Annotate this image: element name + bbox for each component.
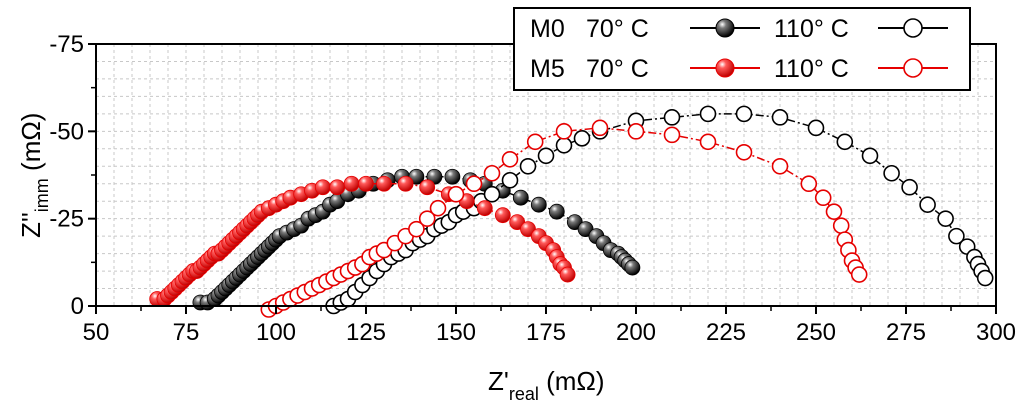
series-layer <box>149 105 994 318</box>
data-point <box>483 164 501 182</box>
x-tick-label: 175 <box>526 319 566 346</box>
data-point <box>501 171 519 189</box>
data-point <box>555 123 573 140</box>
data-point <box>836 133 854 151</box>
legend-row1-entry2: 110° C <box>774 15 849 43</box>
data-point <box>494 207 511 224</box>
y-tick-label: -50 <box>49 118 84 145</box>
data-point <box>663 126 681 144</box>
data-point <box>850 266 868 283</box>
data-point <box>771 157 789 175</box>
data-point <box>624 259 641 276</box>
legend-row2-marker1 <box>715 58 735 78</box>
x-tick-label: 150 <box>436 319 476 346</box>
x-tick-label: 100 <box>256 319 296 346</box>
data-point <box>814 189 832 207</box>
x-tick-label: 200 <box>616 319 656 346</box>
legend-box <box>513 7 971 91</box>
data-point <box>901 178 918 196</box>
data-point <box>418 210 436 227</box>
data-point <box>699 105 717 123</box>
y-tick-label: -25 <box>49 206 84 233</box>
data-point <box>465 175 483 193</box>
data-point <box>832 217 850 234</box>
series-3 <box>260 119 868 318</box>
legend-row2-marker2 <box>903 58 923 78</box>
data-point <box>825 203 843 220</box>
data-point <box>699 133 717 151</box>
data-point <box>663 109 681 126</box>
data-point <box>591 119 609 137</box>
data-point <box>530 196 547 213</box>
legend-row1-label: M0 <box>530 15 565 43</box>
legend-row2-entry2: 110° C <box>774 55 849 83</box>
legend-row1-marker1 <box>715 18 735 38</box>
data-point <box>314 179 331 196</box>
x-tick-label: 75 <box>173 319 200 346</box>
data-point <box>800 175 818 193</box>
x-axis-title: Z'real (mΩ) <box>488 366 605 404</box>
data-point <box>537 147 555 165</box>
data-point <box>483 185 501 203</box>
y-tick-label: 0 <box>71 293 84 320</box>
data-point <box>937 210 954 227</box>
data-point <box>807 119 825 137</box>
x-tick-label: 225 <box>706 319 746 346</box>
data-point <box>627 123 645 140</box>
y-axis-title: Z''imm (mΩ) <box>16 113 52 238</box>
data-point <box>548 203 565 220</box>
data-point <box>735 105 753 123</box>
data-point <box>526 133 544 151</box>
x-tick-label: 300 <box>976 319 1016 346</box>
legend: M0 70° C 110° C M5 70° C 110° C <box>513 7 971 91</box>
data-point <box>501 150 519 168</box>
data-point <box>861 147 879 165</box>
data-point <box>735 143 753 161</box>
data-point <box>919 196 936 213</box>
x-tick-label: 125 <box>346 319 386 346</box>
legend-row1-marker2 <box>903 18 923 38</box>
y-tick-label: -75 <box>49 31 84 58</box>
series-0 <box>192 168 641 311</box>
legend-row1-entry1: 70° C <box>586 15 649 43</box>
data-point <box>771 109 789 126</box>
data-point <box>376 175 392 192</box>
data-point <box>444 168 461 185</box>
data-point <box>397 175 414 192</box>
legend-row2-entry1: 70° C <box>586 55 649 83</box>
data-point <box>573 130 591 147</box>
data-point <box>883 164 900 182</box>
legend-row2-label: M5 <box>530 55 565 83</box>
x-tick-label: 275 <box>886 319 926 346</box>
data-point <box>429 199 447 217</box>
data-point <box>329 179 346 196</box>
data-point <box>976 269 994 287</box>
data-point <box>512 189 529 206</box>
y-axis-ticks: 0 -25 -50 -75 <box>49 31 96 320</box>
x-tick-label: 50 <box>83 319 110 346</box>
data-point <box>408 220 425 238</box>
data-point <box>419 179 436 196</box>
x-axis-ticks: 50 75 100 125 150 175 200 225 250 275 300 <box>83 306 1016 346</box>
data-point <box>358 175 374 192</box>
series-1 <box>325 105 994 315</box>
data-point <box>559 266 576 283</box>
data-point <box>948 227 965 245</box>
series-2 <box>149 175 576 307</box>
data-point <box>555 137 573 154</box>
x-tick-label: 250 <box>796 319 836 346</box>
data-point <box>447 185 465 203</box>
data-point <box>519 157 537 175</box>
data-point <box>476 200 493 217</box>
data-point <box>343 175 360 192</box>
